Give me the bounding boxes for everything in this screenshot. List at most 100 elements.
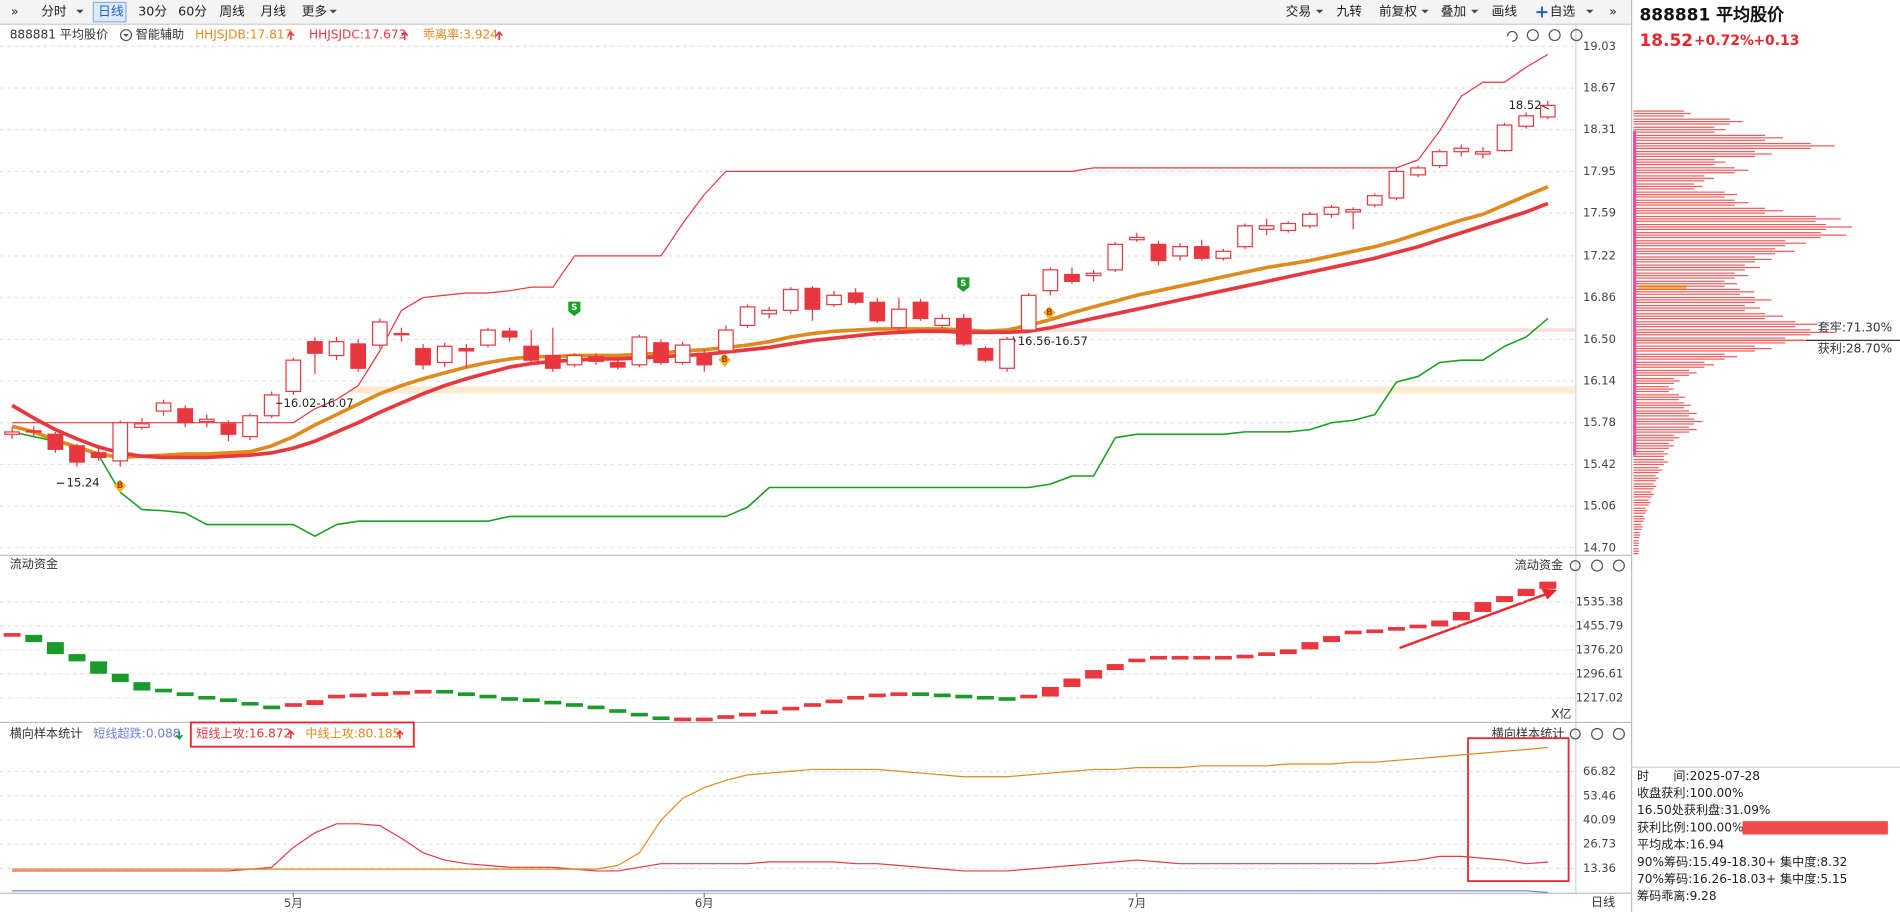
flow-bar: [587, 705, 605, 710]
chip-bar: [1633, 394, 1680, 396]
dropdown-icon: [1586, 9, 1594, 14]
flow-bar: [1474, 602, 1492, 613]
dropdown-icon: [76, 9, 84, 14]
chip-bar: [1633, 250, 1795, 252]
flow-bar: [1258, 652, 1276, 656]
close-icon[interactable]: [1612, 559, 1625, 572]
period-label[interactable]: 日线: [1591, 895, 1615, 909]
chip-bar: [1633, 323, 1818, 325]
chip-bar: [1633, 512, 1646, 514]
zoom-in-icon[interactable]: [1526, 29, 1539, 42]
tab[interactable]: 月线: [261, 4, 287, 19]
chip-bar: [1633, 220, 1816, 222]
tab[interactable]: 更多: [302, 4, 327, 19]
symbol-label: 888881 平均股价: [10, 28, 109, 42]
assist-label[interactable]: 智能辅助: [136, 27, 184, 42]
chip-bar: [1633, 264, 1745, 266]
flow-bar: [782, 706, 800, 711]
tab[interactable]: 日线: [98, 4, 124, 19]
chip-label: 获利:28.70%: [1818, 341, 1893, 355]
chip-bar: [1633, 167, 1735, 169]
chip-bar: [1633, 280, 1725, 282]
chip-bar: [1633, 426, 1690, 428]
chip-bar: [1633, 467, 1659, 469]
chip-bar: [1633, 345, 1755, 347]
tab[interactable]: 周线: [219, 4, 245, 19]
info-row: 70%筹码:16.26-18.03+ 集中度:5.15: [1637, 871, 1847, 886]
flow-bar: [414, 689, 432, 694]
candle-body: [1064, 273, 1080, 283]
chip-bar: [1633, 496, 1652, 498]
zoom-out-icon[interactable]: [1548, 29, 1561, 42]
flow-bar: [1323, 636, 1340, 643]
settings-icon[interactable]: [1569, 560, 1581, 572]
chip-bar: [1633, 210, 1784, 212]
tab[interactable]: 分时: [41, 4, 67, 19]
chip-bar: [1633, 139, 1766, 141]
chip-bar: [1633, 459, 1664, 461]
up-arrow: [287, 30, 295, 40]
flow-bar: [1366, 629, 1384, 634]
y-tick-label: 1296.61: [1576, 666, 1624, 680]
candle-body: [1453, 147, 1470, 153]
collapse-icon[interactable]: »: [11, 4, 19, 19]
menu[interactable]: 前复权: [1379, 4, 1417, 19]
chip-bar: [1633, 169, 1749, 171]
candle-body: [1475, 151, 1491, 155]
signal-label: S: [571, 302, 577, 312]
chip-bar: [1633, 115, 1685, 117]
flow-bar: [760, 710, 778, 715]
chip-bar: [1633, 296, 1755, 299]
plus-icon: [1536, 6, 1548, 18]
help-icon[interactable]: [1591, 559, 1604, 572]
signal-label: B: [1046, 307, 1052, 317]
chip-bar: [1633, 485, 1657, 487]
chip-bar: [1633, 534, 1641, 536]
settings-icon[interactable]: [1569, 728, 1581, 740]
chip-bar: [1633, 526, 1643, 528]
flow-bar: [1106, 664, 1124, 671]
flow-bar: [912, 692, 930, 696]
menu[interactable]: 叠加: [1441, 4, 1466, 19]
tab[interactable]: 30分: [138, 4, 167, 19]
flow-bar: [1279, 649, 1297, 655]
flow-bar: [25, 634, 43, 643]
chip-bar: [1633, 256, 1755, 258]
expand-icon[interactable]: »: [1609, 4, 1617, 19]
tab[interactable]: 60分: [178, 4, 207, 19]
refresh-icon[interactable]: [1506, 30, 1518, 42]
menu[interactable]: 九转: [1337, 4, 1363, 19]
chip-bar: [1633, 544, 1639, 547]
candle-body: [155, 402, 172, 412]
chip-bar: [1633, 447, 1669, 449]
annotation-leader: [1012, 336, 1016, 342]
menu[interactable]: 画线: [1492, 4, 1518, 19]
flow-bar: [1193, 655, 1211, 660]
chip-bar: [1633, 475, 1656, 477]
up-arrow: [401, 30, 409, 40]
candle-body: [544, 354, 561, 369]
chip-bar: [1633, 175, 1705, 177]
chip-bar: [1633, 369, 1690, 372]
candle-body: [523, 345, 540, 361]
chip-bar: [1633, 202, 1749, 204]
chip-bar: [1633, 337, 1786, 339]
legend-entry: 短线上攻:16.872: [196, 726, 291, 740]
assist-icon[interactable]: [119, 29, 133, 42]
chip-bar: [1633, 309, 1745, 312]
chip-bar: [1633, 326, 1796, 328]
close-icon[interactable]: [1612, 727, 1625, 741]
chip-bar: [1633, 177, 1714, 179]
candle-body: [436, 345, 453, 364]
flow-bar: [1517, 588, 1535, 597]
menu[interactable]: 交易: [1286, 4, 1311, 19]
menu[interactable]: 自选: [1550, 4, 1576, 19]
info-list: 时 间:2025-07-28 收盘获利:100.00% 16.50处获利盘:31.0…: [1637, 769, 1888, 903]
chip-bar: [1633, 510, 1648, 512]
flow-bar: [371, 692, 389, 696]
flow-bar: [1149, 655, 1167, 660]
close-icon[interactable]: [1570, 29, 1583, 42]
help-icon[interactable]: [1591, 727, 1604, 741]
candle-body: [1150, 243, 1167, 262]
